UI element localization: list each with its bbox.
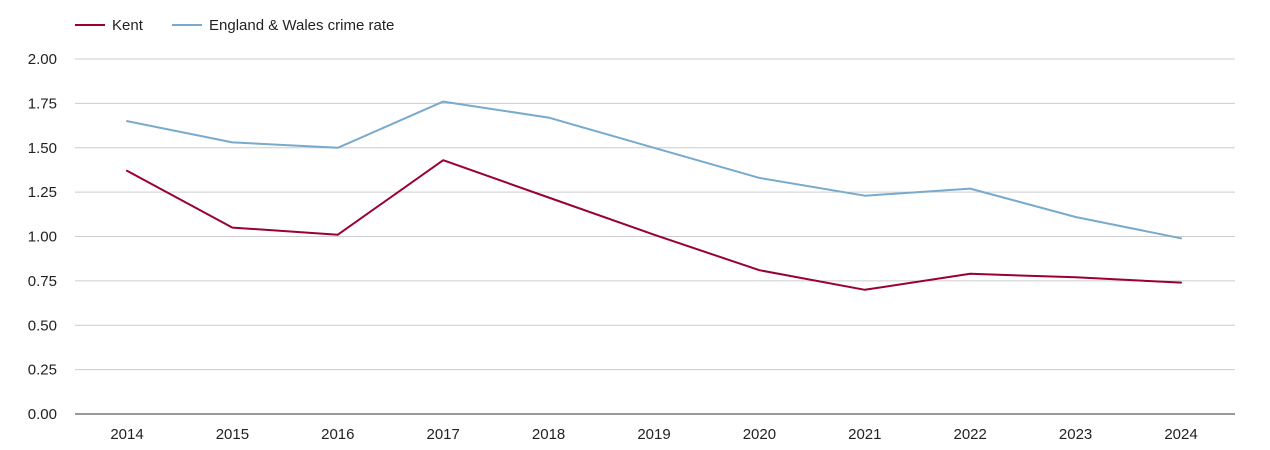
y-axis-tick-labels: 0.00 0.25 0.50 0.75 1.00 1.25 1.50 1.75 2.00: [28, 51, 57, 423]
y-tick-label: 2.00: [28, 51, 57, 68]
x-axis-tick-labels: 2014 2015 2016 2017 2018 2019 2020 2021 2022 2023…: [110, 426, 1197, 443]
y-tick-label: 1.25: [28, 184, 57, 201]
x-tick-label: 2017: [427, 426, 460, 443]
x-tick-label: 2020: [743, 426, 776, 443]
x-tick-label: 2014: [110, 426, 143, 443]
x-tick-label: 2021: [848, 426, 881, 443]
gridlines: [75, 58, 1235, 415]
series-layer: [126, 100, 1182, 291]
y-tick-label: 1.75: [28, 95, 57, 112]
legend-label-kent: Kent: [112, 17, 144, 34]
x-tick-label: 2022: [954, 426, 987, 443]
x-tick-label: 2023: [1059, 426, 1092, 443]
x-tick-label: 2015: [216, 426, 249, 443]
y-tick-label: 1.50: [28, 140, 57, 157]
chart-legend: Kent England & Wales crime rate: [75, 17, 394, 34]
y-tick-label: 0.25: [28, 362, 57, 379]
x-tick-label: 2016: [321, 426, 354, 443]
legend-label-england-wales: England & Wales crime rate: [209, 17, 394, 34]
series-line-england-wales: [126, 100, 1182, 240]
x-tick-label: 2018: [532, 426, 565, 443]
y-tick-label: 0.50: [28, 317, 57, 334]
series-line-kent: [126, 159, 1182, 291]
legend-item-england-wales[interactable]: England & Wales crime rate: [172, 17, 394, 34]
x-tick-label: 2019: [637, 426, 670, 443]
y-tick-label: 1.00: [28, 229, 57, 246]
y-tick-label: 0.00: [28, 406, 57, 423]
x-tick-label: 2024: [1164, 426, 1197, 443]
y-tick-label: 0.75: [28, 273, 57, 290]
legend-item-kent[interactable]: Kent: [75, 17, 144, 34]
